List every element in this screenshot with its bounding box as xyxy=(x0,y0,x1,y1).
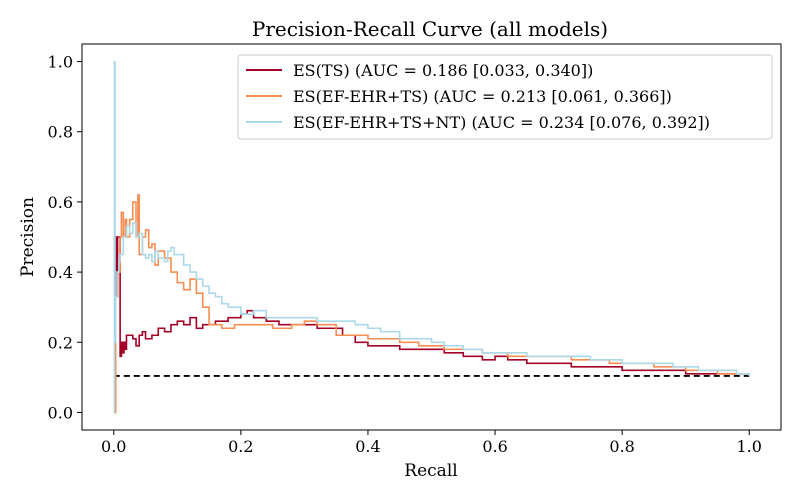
y-axis-label: Precision xyxy=(18,197,38,277)
plot-area: 0.0 0.2 0.4 0.6 0.8 1.0 0.0 0.2 0.4 0.6 0.8 1.0 xyxy=(48,43,782,456)
legend-box xyxy=(237,54,773,140)
plot-frame xyxy=(81,43,782,431)
y-tick-label: 0.4 xyxy=(48,263,73,282)
x-tick-label: 0.6 xyxy=(482,437,507,456)
y-tick-label: 1.0 xyxy=(48,53,73,72)
chart-title: Precision-Recall Curve (all models) xyxy=(252,17,608,41)
legend-entry-label: ES(EF-EHR+TS+NT) (AUC = 0.234 [0.076, 0.… xyxy=(293,113,710,132)
series-es-ef-ehr-ts-line xyxy=(113,194,751,414)
y-tick-label: 0.8 xyxy=(48,123,73,142)
x-axis-label: Recall xyxy=(404,461,457,481)
x-tick-label: 0.2 xyxy=(228,437,253,456)
legend-entry-label: ES(TS) (AUC = 0.186 [0.033, 0.340]) xyxy=(293,61,593,80)
series-es-ef-ehr-ts-nt-line xyxy=(113,60,751,414)
x-tick-label: 1.0 xyxy=(737,437,762,456)
y-tick-label: 0.2 xyxy=(48,333,73,352)
x-tick-label: 0.8 xyxy=(609,437,634,456)
legend-entry-label: ES(EF-EHR+TS) (AUC = 0.213 [0.061, 0.366… xyxy=(293,87,672,106)
legend: ES(TS) (AUC = 0.186 [0.033, 0.340]) ES(EF… xyxy=(237,54,773,140)
y-tick-label: 0.6 xyxy=(48,193,73,212)
x-tick-label: 0.4 xyxy=(355,437,380,456)
x-tick-label: 0.0 xyxy=(101,437,126,456)
y-tick-label: 0.0 xyxy=(48,403,73,422)
